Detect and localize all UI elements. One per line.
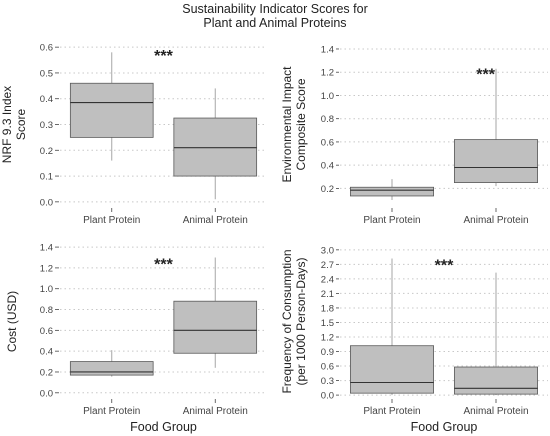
box-1 [349,258,434,396]
significance-annotation: *** [435,257,454,274]
y-tick-label: 0.4 [40,347,53,358]
y-tick-label: 1.2 [321,332,334,343]
box-1 [69,350,154,377]
y-tick-label: 0.6 [321,362,334,373]
y-tick-label: 0.2 [40,367,53,378]
box-2 [173,88,258,200]
box-iqr [453,139,538,183]
y-tick-label: 2.7 [321,260,334,271]
figure-title: Sustainability Indicator Scores for Plan… [0,2,550,30]
panel-3: 0.0 0.2 0.4 0.6 0.8 1.0 1.2 1.4 Plant Protein Ani… [5,243,267,434]
x-tick-label: Plant Protein [363,406,420,417]
y-axis-label-line: Environmental Impact [280,66,294,183]
y-tick-label: 0.6 [321,137,334,148]
x-tick-label: Animal Protein [183,406,248,417]
y-axis-label-line: (per 1000 Person-Days) [294,257,308,385]
figure-title-line-2: Plant and Animal Proteins [203,16,347,30]
significance-annotation: *** [476,66,495,83]
panel-4: 0.0 0.3 0.6 0.9 1.2 1.5 1.8 2.1 2.4 2.7 3.0 Plant P… [280,245,548,434]
box-iqr [349,186,434,197]
y-tick-label: 1.8 [321,303,334,314]
y-tick-label: 0.4 [321,161,334,172]
y-tick-label: 0.0 [40,197,53,208]
box-2 [453,68,538,187]
box-iqr [173,117,258,177]
y-tick-label: 0.3 [321,376,334,387]
y-tick-label: 2.1 [321,289,334,300]
y-tick-label: 1.4 [40,243,53,254]
y-tick-label: 3.0 [321,245,334,256]
y-tick-label: 0.5 [40,68,53,79]
panel-2: 0.2 0.4 0.6 0.8 1.0 1.2 1.4 Plant Protein Animal… [280,44,548,226]
y-tick-label: 0.8 [40,305,53,316]
y-axis-label-line: Frequency of Consumption [280,249,294,393]
y-tick-label: 0.3 [40,120,53,131]
y-tick-label: 0.6 [40,43,53,54]
x-tick-label: Animal Protein [463,215,528,226]
y-axis-label-line: Score [14,109,28,141]
y-tick-label: 0.0 [321,391,334,402]
y-tick-label: 0.9 [321,347,334,358]
significance-annotation: *** [154,257,173,274]
box-2 [173,257,258,368]
box-iqr [173,300,258,354]
box-2 [453,272,538,396]
y-tick-label: 0.2 [40,146,53,157]
box-1 [349,179,434,201]
figure-title-line-1: Sustainability Indicator Scores for [182,2,368,16]
y-tick-label: 1.4 [321,44,334,55]
y-axis-label-line: NRF 9.3 Index [0,86,14,163]
y-tick-label: 0.8 [321,114,334,125]
y-axis-label: Frequency of Consumption(per 1000 Person… [280,249,308,393]
x-axis-label: Food Group [130,420,197,434]
x-tick-label: Plant Protein [83,215,140,226]
y-axis-label: Cost (USD) [5,291,19,352]
box-iqr [349,345,434,394]
panel-1: 0.0 0.1 0.2 0.3 0.4 0.5 0.6 Plant Protein Animal… [0,43,267,226]
box-iqr [69,361,154,376]
x-tick-label: Animal Protein [183,215,248,226]
y-tick-label: 1.0 [40,284,53,295]
y-axis-label: NRF 9.3 IndexScore [0,86,28,163]
y-tick-label: 1.0 [321,91,334,102]
box-iqr [69,82,154,138]
x-tick-label: Plant Protein [363,215,420,226]
y-tick-label: 0.6 [40,326,53,337]
x-axis-label: Food Group [411,420,478,434]
y-axis-label: Environmental ImpactComposite Score [280,66,308,183]
y-tick-label: 1.2 [321,68,334,79]
x-tick-label: Plant Protein [83,406,140,417]
significance-annotation: *** [154,48,173,65]
y-tick-label: 0.4 [40,94,53,105]
x-tick-label: Animal Protein [463,406,528,417]
y-tick-label: 0.0 [40,388,53,399]
y-tick-label: 2.4 [321,274,334,285]
y-tick-label: 1.5 [321,318,334,329]
y-axis-label-line: Composite Score [294,78,308,170]
y-tick-label: 1.2 [40,263,53,274]
y-tick-label: 0.1 [40,172,53,183]
box-1 [69,52,154,161]
box-iqr [453,366,538,395]
y-tick-label: 0.2 [321,184,334,195]
y-axis-label-line: Cost (USD) [5,291,19,352]
